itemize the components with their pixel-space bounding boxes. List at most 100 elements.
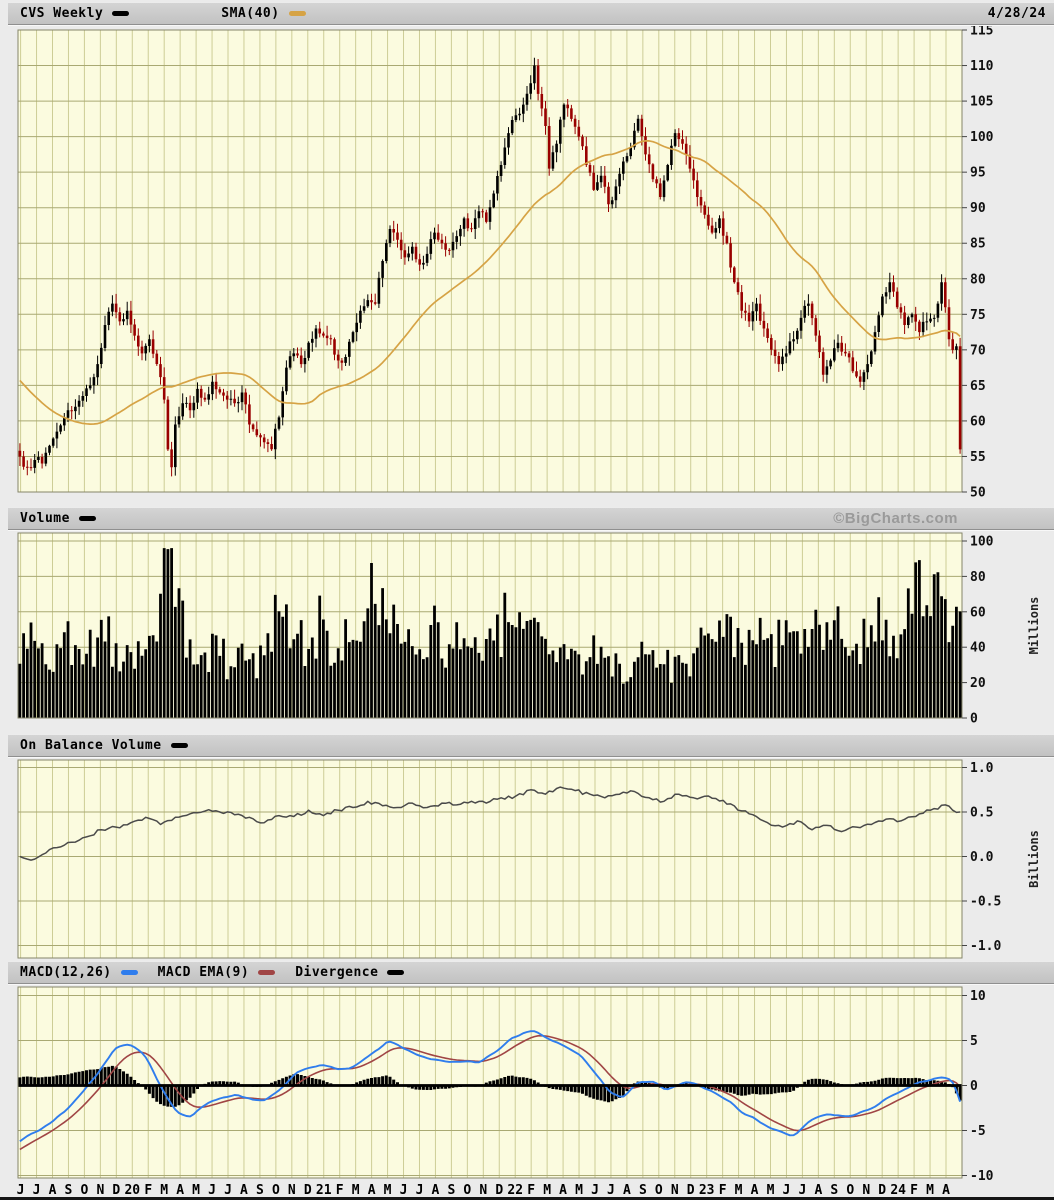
x-tick-label: S: [65, 1183, 73, 1198]
macd-ytick-label: 5: [970, 1034, 978, 1049]
price-ytick-label: 115: [970, 24, 993, 39]
x-tick-label: M: [352, 1183, 360, 1198]
x-tick-label: J: [400, 1183, 408, 1198]
macd-line: [19, 1030, 961, 1143]
x-tick-label: S: [256, 1183, 264, 1198]
candles-group: [18, 57, 962, 477]
obv-title: On Balance Volume: [20, 738, 162, 753]
x-tick-label: M: [160, 1183, 168, 1198]
price-vertical-gridlines: [20, 30, 947, 492]
bottom-border: [0, 1197, 1054, 1200]
macd-ema-legend-label: MACD EMA(9): [157, 965, 250, 980]
x-tick-label: N: [288, 1183, 296, 1198]
chart-date: 4/28/24: [987, 6, 1046, 21]
x-tick-label: M: [384, 1183, 392, 1198]
x-tick-label: 24: [890, 1183, 906, 1198]
sma-swatch: [288, 11, 306, 16]
macd-ytick-label: -10: [970, 1169, 994, 1184]
x-tick-label: 21: [316, 1183, 332, 1198]
x-tick-label: J: [416, 1183, 424, 1198]
volume-ytick-label: 60: [970, 605, 986, 620]
price-axis: 115 110 105 100 95 90 85 80 75 70 65 60 55 50: [17, 24, 994, 501]
price-ytick-label: 95: [970, 166, 986, 181]
volume-axis: 100 80 60 40 20 0 Millions: [17, 532, 1041, 727]
x-tick-label: J: [591, 1183, 599, 1198]
x-tick-label: F: [719, 1183, 727, 1198]
x-tick-label: D: [687, 1183, 695, 1198]
x-tick-label: M: [543, 1183, 551, 1198]
x-tick-label: A: [942, 1183, 950, 1198]
obv-axis: 1.0 0.5 0.0 -0.5 -1.0 Billions: [17, 759, 1041, 959]
price-series-swatch: [112, 11, 130, 16]
obv-ytick-label: -0.5: [970, 895, 1001, 910]
x-tick-label: M: [926, 1183, 934, 1198]
x-tick-label: A: [559, 1183, 567, 1198]
macd-ytick-label: 10: [970, 989, 986, 1004]
macd-axis: 10 5 0 -5 -10: [17, 986, 994, 1184]
price-ytick-label: 50: [970, 486, 986, 501]
x-tick-label: 20: [124, 1183, 140, 1198]
volume-ytick-label: 40: [970, 641, 986, 656]
divergence-legend-label: Divergence: [295, 965, 379, 980]
x-tick-label: M: [575, 1183, 583, 1198]
x-tick-label: O: [272, 1183, 280, 1198]
x-tick-label: A: [240, 1183, 248, 1198]
x-tick-label: N: [862, 1183, 870, 1198]
x-tick-label: A: [623, 1183, 631, 1198]
sma-legend-label: SMA(40): [221, 6, 280, 21]
x-tick-label: F: [336, 1183, 344, 1198]
x-tick-label: J: [607, 1183, 615, 1198]
x-tick-label: O: [463, 1183, 471, 1198]
x-tick-label: F: [527, 1183, 535, 1198]
obv-swatch: [170, 743, 188, 748]
x-tick-label: A: [751, 1183, 759, 1198]
x-tick-label: D: [112, 1183, 120, 1198]
price-ytick-label: 60: [970, 414, 986, 429]
price-ytick-label: 75: [970, 308, 986, 323]
obv-line: [19, 786, 961, 861]
price-ytick-label: 90: [970, 201, 986, 216]
price-panel: [18, 30, 962, 492]
x-tick-label: N: [479, 1183, 487, 1198]
x-tick-label: A: [176, 1183, 184, 1198]
volume-ytick-label: 0: [970, 712, 978, 727]
bigcharts-watermark: ©BigCharts.com: [833, 510, 958, 527]
macd-panel-header: MACD(12,26) MACD EMA(9) Divergence: [8, 961, 1054, 984]
macd-swatch: [120, 970, 138, 975]
price-ytick-label: 80: [970, 272, 986, 287]
price-ytick-label: 100: [970, 130, 994, 145]
obv-panel-header: On Balance Volume: [8, 734, 1054, 757]
price-ytick-label: 110: [970, 59, 994, 74]
x-tick-label: S: [639, 1183, 647, 1198]
x-tick-label: A: [49, 1183, 57, 1198]
macd-horizontal-gridlines: [18, 995, 962, 1176]
volume-ytick-label: 100: [970, 535, 994, 550]
volume-ytick-label: 20: [970, 676, 986, 691]
macd-ema-line: [19, 1034, 961, 1151]
sma-line: [19, 140, 961, 425]
x-tick-label: M: [192, 1183, 200, 1198]
x-tick-label: S: [830, 1183, 838, 1198]
x-tick-label: O: [80, 1183, 88, 1198]
x-tick-label: O: [846, 1183, 854, 1198]
price-ytick-label: 105: [970, 95, 993, 110]
price-ytick-label: 55: [970, 450, 986, 465]
x-tick-label: M: [767, 1183, 775, 1198]
divergence-histogram: [18, 1065, 962, 1107]
x-tick-label: A: [814, 1183, 822, 1198]
volume-ytick-label: 80: [970, 570, 986, 585]
price-ytick-label: 70: [970, 343, 986, 358]
x-tick-label: J: [798, 1183, 806, 1198]
macd-zero-line: [18, 1084, 962, 1087]
volume-bars: [18, 548, 962, 718]
obv-horizontal-gridlines: [18, 767, 962, 946]
x-tick-label: J: [33, 1183, 41, 1198]
obv-ytick-label: 1.0: [970, 761, 994, 776]
x-tick-label: A: [368, 1183, 376, 1198]
x-tick-label: D: [495, 1183, 503, 1198]
x-tick-label: 23: [699, 1183, 715, 1198]
price-ytick-label: 65: [970, 379, 986, 394]
divergence-path: [18, 1065, 962, 1107]
x-tick-label: N: [671, 1183, 679, 1198]
